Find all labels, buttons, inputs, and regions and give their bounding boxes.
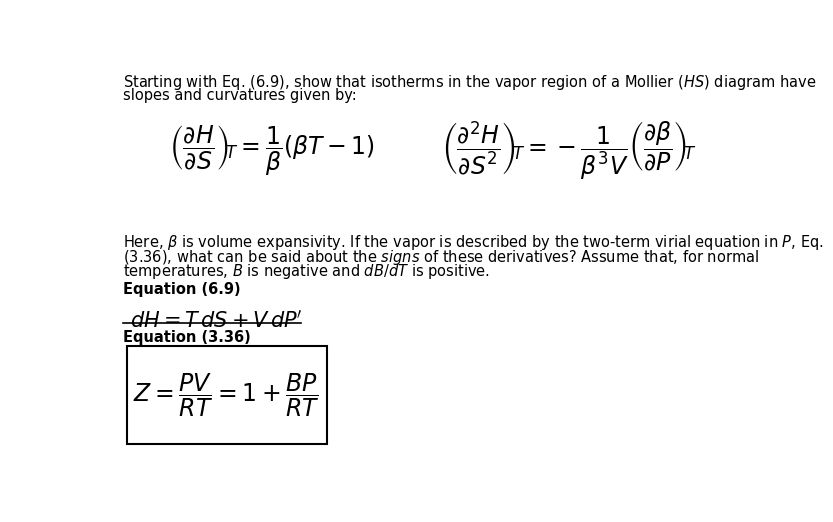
Text: Here, $\beta$ is volume expansivity. If the vapor is described by the two-term v: Here, $\beta$ is volume expansivity. If …: [123, 233, 824, 253]
Text: $dH = T\,dS + V\,dP{'}$: $dH = T\,dS + V\,dP{'}$: [130, 310, 302, 332]
Text: $Z = \dfrac{PV}{RT} = 1 + \dfrac{BP}{RT}$: $Z = \dfrac{PV}{RT} = 1 + \dfrac{BP}{RT}…: [133, 372, 320, 419]
Text: $\left(\dfrac{\partial^2 H}{\partial S^2}\right)_{\!\!T}= -\dfrac{1}{\beta^3 V}\: $\left(\dfrac{\partial^2 H}{\partial S^2…: [441, 120, 696, 183]
Text: temperatures, $B$ is negative and $dB/dT$ is positive.: temperatures, $B$ is negative and $dB/dT…: [123, 262, 491, 281]
Text: Equation (6.9): Equation (6.9): [123, 282, 241, 296]
Text: Starting with Eq. (6.9), show that isotherms in the vapor region of a Mollier ($: Starting with Eq. (6.9), show that isoth…: [123, 73, 817, 92]
Text: (3.36), what can be said about the $\mathit{signs}$ of these derivatives? Assume: (3.36), what can be said about the $\mat…: [123, 247, 760, 267]
Text: Equation (3.36): Equation (3.36): [123, 330, 252, 345]
FancyBboxPatch shape: [127, 346, 327, 445]
Text: $\left(\dfrac{\partial H}{\partial S}\right)_{\!\!T}= \dfrac{1}{\beta}(\beta T -: $\left(\dfrac{\partial H}{\partial S}\ri…: [169, 124, 375, 178]
Text: slopes and curvatures given by:: slopes and curvatures given by:: [123, 88, 357, 102]
